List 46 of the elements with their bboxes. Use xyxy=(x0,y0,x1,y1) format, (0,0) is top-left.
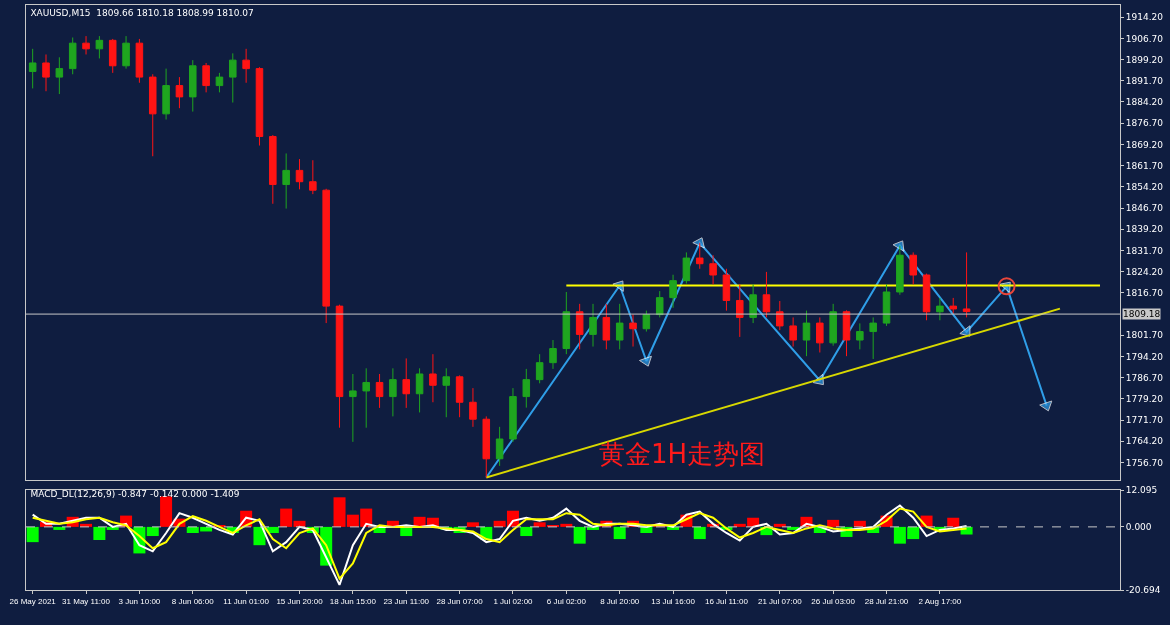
y-tick-label: 1861.70 xyxy=(1125,160,1164,171)
x-tick-label: 28 Jun 07:00 xyxy=(436,596,484,606)
y-tick-label: 1779.20 xyxy=(1125,394,1164,404)
y-tick-label: 1816.70 xyxy=(1125,287,1164,298)
x-tick-label: 21 Jul 07:00 xyxy=(757,596,803,606)
y-tick-label: 1756.70 xyxy=(1125,457,1164,468)
x-tick-label: 8 Jul 20:00 xyxy=(600,596,640,606)
y-tick-label: 1786.70 xyxy=(1125,372,1164,383)
x-tick-label: 18 Jun 15:00 xyxy=(329,596,377,606)
chart-title: MACD_DL(12,26,9) -0.847 -0.142 0.000 -1.409 xyxy=(30,489,240,500)
x-tick-label: 8 Jun 06:00 xyxy=(171,596,215,606)
y-tick-label: 1884.20 xyxy=(1125,97,1164,108)
x-tick-label: 15 Jun 20:00 xyxy=(276,596,324,606)
y-tick-label: 1764.20 xyxy=(1125,436,1164,447)
x-tick-label: 3 Jun 10:00 xyxy=(118,596,161,606)
x-tick-label: 31 May 11:00 xyxy=(62,596,111,606)
y-tick-label: 0.000 xyxy=(1125,522,1152,533)
y-tick-label: 1869.20 xyxy=(1125,139,1164,150)
x-tick-label: 1 Jul 02:00 xyxy=(493,596,534,606)
y-tick-label: 1891.70 xyxy=(1125,75,1164,86)
x-tick-label: 2 Aug 17:00 xyxy=(918,596,962,606)
y-tick-label: 1906.70 xyxy=(1125,33,1164,44)
y-tick-label: 1801.70 xyxy=(1125,330,1164,341)
y-tick-label: 1794.20 xyxy=(1125,351,1164,362)
x-tick-label: 16 Jul 11:00 xyxy=(704,596,749,606)
y-tick-label: 1771.70 xyxy=(1125,415,1164,426)
y-tick-label: 1824.20 xyxy=(1125,266,1164,277)
y-tick-label: -20.694 xyxy=(1125,585,1161,596)
y-tick-label: 1914.20 xyxy=(1125,12,1164,23)
y-tick-label: 1899.20 xyxy=(1125,54,1164,65)
x-tick-label: 6 Jul 02:00 xyxy=(546,596,587,606)
y-tick-label: 12.095 xyxy=(1125,485,1158,496)
chart-title: XAUUSD,M15 1809.66 1810.18 1808.99 1810.07 xyxy=(30,8,254,19)
x-tick-label: 13 Jul 16:00 xyxy=(651,596,696,606)
x-tick-label: 26 May 2021 xyxy=(9,596,57,606)
y-tick-label: 1846.70 xyxy=(1125,203,1164,214)
x-tick-label: 28 Jul 21:00 xyxy=(864,596,909,606)
ref-line-label: 1809.18 xyxy=(1123,309,1161,319)
x-tick-label: 23 Jun 11:00 xyxy=(383,596,430,606)
y-tick-label: 1839.20 xyxy=(1125,224,1164,235)
x-tick-label: 26 Jul 03:00 xyxy=(811,596,856,606)
annotation: 黄金1H走势图 xyxy=(599,439,766,469)
y-tick-label: 1831.70 xyxy=(1125,245,1164,256)
y-tick-label: 1854.20 xyxy=(1125,181,1164,192)
y-tick-label: 1876.70 xyxy=(1125,118,1164,129)
x-tick-label: 11 Jun 01:00 xyxy=(223,596,270,606)
